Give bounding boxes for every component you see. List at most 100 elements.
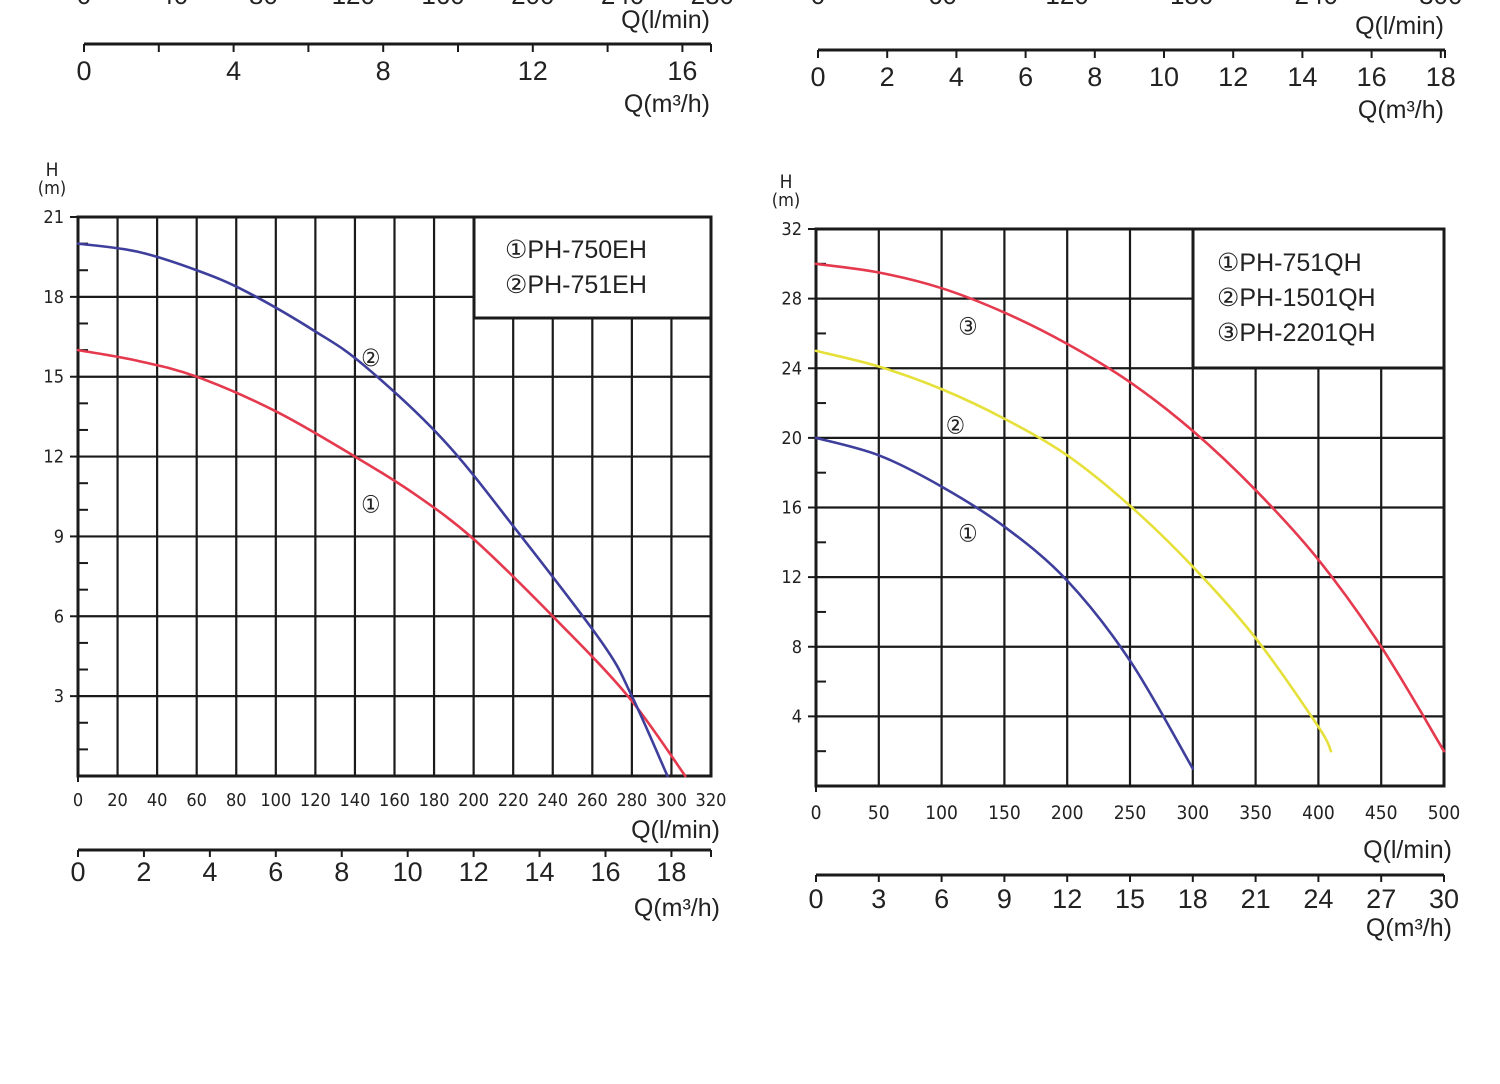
legend-box	[472, 215, 713, 320]
legend: ①PH-751QH ②PH-1501QH ③PH-2201QH	[1191, 227, 1446, 370]
top-m3h-tick-label: 4	[949, 62, 964, 92]
legend-entry: ②PH-1501QH	[1217, 284, 1376, 312]
top-m3h-tick-label: 12	[518, 56, 548, 86]
top-lpm-tick-label: 40	[159, 0, 188, 10]
top-m3h-axis-label: Q(m³/h)	[1358, 96, 1444, 124]
chart-2: H(m) 4 8 12 16 20 24 28 32 0 50 100 150 200 250 300 350 4…	[772, 171, 1461, 942]
y-tick-label: 12	[43, 447, 64, 468]
x-tick-label: 300	[1176, 802, 1209, 824]
x-tick-label: 100	[925, 802, 958, 824]
y-tick-label: 24	[781, 358, 802, 379]
curve-marker-label: ①	[361, 490, 380, 518]
x2-tick-label: 8	[334, 857, 349, 887]
top-lpm-tick-label: 120	[332, 0, 375, 10]
x-tick-label: 240	[537, 790, 568, 811]
curve-marker-label: ②	[946, 412, 965, 440]
curve-series-2	[76, 242, 669, 778]
x2-tick-label: 27	[1366, 884, 1396, 914]
top-m3h-tick-label: 8	[376, 56, 391, 86]
x2-tick-label: 6	[934, 884, 949, 914]
y-tick-label: 16	[781, 498, 802, 519]
x2-axis-label: Q(m³/h)	[1366, 914, 1452, 942]
y-tick-label: 18	[43, 287, 64, 308]
top-m3h-tick-label: 18	[1426, 62, 1456, 92]
y-tick-label: 12	[781, 567, 802, 588]
y-axis-unit: (m)	[772, 190, 800, 211]
x-tick-label: 50	[868, 802, 890, 824]
legend-entry: ③PH-2201QH	[1217, 319, 1376, 347]
x2-tick-label: 16	[590, 857, 620, 887]
top-m3h-tick-label: 0	[810, 62, 825, 92]
top-lpm-tick-label: 80	[249, 0, 278, 10]
top-lpm-tick-label: 0	[811, 0, 825, 10]
y-tick-label: 21	[43, 207, 64, 228]
x2-tick-label: 14	[525, 857, 555, 887]
top-lpm-axis-label: Q(l/min)	[621, 6, 710, 34]
y-tick-label: 3	[54, 686, 64, 707]
x-tick-label: 200	[458, 790, 489, 811]
top-m3h-tick-label: 16	[667, 56, 697, 86]
x2-tick-label: 24	[1303, 884, 1333, 914]
x-tick-label: 350	[1239, 802, 1272, 824]
top-m3h-tick-label: 8	[1087, 62, 1102, 92]
top-m3h-tick-label: 12	[1218, 62, 1248, 92]
x-tick-label: 220	[498, 790, 529, 811]
x2-tick-label: 9	[997, 884, 1012, 914]
y-axis-label: H	[780, 171, 793, 193]
x-tick-label: 260	[577, 790, 608, 811]
x-axis-label: Q(l/min)	[631, 816, 720, 844]
curve-series-1	[814, 436, 1195, 770]
x-tick-label: 450	[1365, 802, 1398, 824]
top-m3h-tick-label: 10	[1149, 62, 1179, 92]
top-m3h-tick-label: 4	[226, 56, 241, 86]
x-axis-label: Q(l/min)	[1363, 836, 1452, 864]
x-tick-label: 250	[1114, 802, 1147, 824]
x-tick-label: 150	[988, 802, 1021, 824]
y-tick-label: 6	[54, 606, 64, 627]
x2-tick-label: 4	[202, 857, 217, 887]
x-tick-label: 0	[811, 802, 822, 824]
top-lpm-tick-label: 0	[77, 0, 91, 10]
top-lpm-tick-label: 160	[421, 0, 464, 10]
x-tick-label: 400	[1302, 802, 1335, 824]
top-m3h-tick-label: 14	[1287, 62, 1317, 92]
y-tick-label: 20	[781, 428, 802, 449]
top-m3h-tick-label: 16	[1357, 62, 1387, 92]
x2-tick-label: 3	[871, 884, 886, 914]
top-m3h-tick-label: 6	[1018, 62, 1033, 92]
plot-frame	[76, 215, 713, 778]
x-tick-label: 160	[379, 790, 410, 811]
top-axis-group-2: 0 60 120 180 240 300 Q(l/min) 0 2 4 6 8 10 12 14 16 18 Q(…	[810, 0, 1462, 124]
y-tick-label: 4	[792, 706, 802, 727]
x-tick-label: 200	[1051, 802, 1084, 824]
x-tick-label: 100	[260, 790, 291, 811]
x2-tick-label: 12	[459, 857, 489, 887]
x-tick-label: 20	[107, 790, 128, 811]
y-tick-label: 28	[781, 289, 802, 310]
y-tick-label: 32	[781, 219, 802, 240]
x-tick-label: 500	[1428, 802, 1461, 824]
top-m3h-axis-label: Q(m³/h)	[624, 90, 710, 118]
x2-tick-label: 10	[393, 857, 423, 887]
legend-box	[1191, 227, 1446, 370]
top-lpm-axis-label: Q(l/min)	[1355, 12, 1444, 40]
curve-marker-label: ③	[958, 312, 977, 340]
x-tick-label: 0	[73, 790, 83, 811]
x-tick-label: 320	[696, 790, 727, 811]
legend: ①PH-750EH ②PH-751EH	[472, 215, 713, 320]
x2-tick-label: 0	[70, 857, 85, 887]
x2-axis-label: Q(m³/h)	[634, 894, 720, 922]
y-tick-label: 15	[43, 367, 64, 388]
y-tick-label: 8	[792, 637, 802, 658]
top-m3h-tick-label: 0	[76, 56, 91, 86]
top-lpm-tick-label: 240	[601, 0, 644, 10]
top-lpm-tick-label: 300	[1419, 0, 1462, 10]
x2-tick-label: 6	[268, 857, 283, 887]
x-tick-label: 300	[656, 790, 687, 811]
legend-entry: ①PH-751QH	[1217, 249, 1362, 277]
x2-tick-label: 21	[1241, 884, 1271, 914]
x2-tick-label: 18	[656, 857, 686, 887]
x2-tick-label: 18	[1178, 884, 1208, 914]
